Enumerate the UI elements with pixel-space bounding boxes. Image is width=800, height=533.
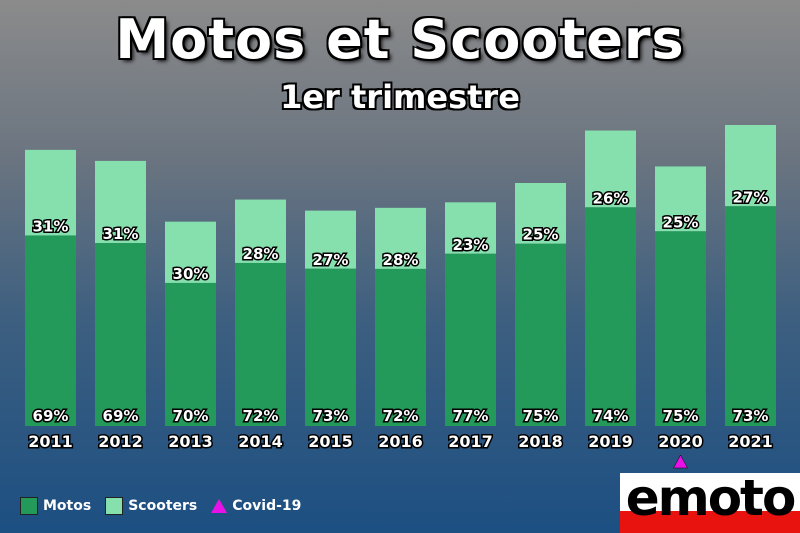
label-motos-2014: 72% bbox=[243, 407, 279, 425]
tick-label-2015: 2015 bbox=[308, 432, 353, 451]
bar-scooters-2017 bbox=[445, 202, 496, 254]
logo-text: emoto bbox=[625, 469, 797, 527]
legend-swatch-motos bbox=[20, 497, 38, 515]
bar-motos-2012 bbox=[95, 243, 146, 426]
bar-motos-2014 bbox=[235, 262, 286, 426]
label-scooters-2019: 26% bbox=[593, 189, 629, 207]
legend-swatch-scooters bbox=[105, 497, 124, 515]
label-motos-2013: 70% bbox=[173, 407, 209, 425]
chart-title: Motos et Scooters bbox=[115, 8, 685, 71]
legend-label-scooters: Scooters bbox=[128, 498, 198, 514]
tick-label-2012: 2012 bbox=[98, 432, 143, 451]
bar-scooters-2011 bbox=[25, 149, 76, 236]
legend-item-motos: Motos bbox=[20, 497, 91, 515]
label-scooters-2014: 28% bbox=[243, 245, 279, 263]
label-scooters-2018: 25% bbox=[523, 226, 559, 244]
bar-motos-2021 bbox=[725, 206, 776, 426]
label-motos-2011: 69% bbox=[33, 407, 69, 425]
bar-motos-2015 bbox=[305, 268, 356, 426]
tick-label-2020: 2020 bbox=[658, 432, 703, 451]
bar-scooters-2021 bbox=[725, 125, 776, 207]
emoto-logo: emoto bbox=[620, 469, 800, 533]
tick-label-2021: 2021 bbox=[728, 432, 773, 451]
label-scooters-2013: 30% bbox=[173, 265, 209, 283]
tick-label-2014: 2014 bbox=[238, 432, 283, 451]
chart-subtitle: 1er trimestre bbox=[280, 78, 520, 116]
bar-motos-2020 bbox=[655, 231, 706, 426]
bar-scooters-2015 bbox=[305, 210, 356, 269]
bar-motos-2018 bbox=[515, 243, 566, 426]
logo-red-band bbox=[620, 511, 800, 533]
label-motos-2020: 75% bbox=[663, 407, 699, 425]
bar-motos-2016 bbox=[375, 268, 426, 426]
tick-label-2018: 2018 bbox=[518, 432, 563, 451]
bar-scooters-2020 bbox=[655, 166, 706, 232]
label-motos-2015: 73% bbox=[313, 407, 349, 425]
covid-marker-2020 bbox=[673, 454, 688, 469]
label-scooters-2020: 25% bbox=[663, 213, 699, 231]
legend: Motos Scooters Covid-19 bbox=[20, 496, 301, 516]
bar-scooters-2016 bbox=[375, 207, 426, 269]
legend-item-covid: Covid-19 bbox=[211, 498, 301, 514]
bar-scooters-2014 bbox=[235, 199, 286, 263]
label-scooters-2011: 31% bbox=[33, 217, 69, 235]
tick-label-2019: 2019 bbox=[588, 432, 633, 451]
label-motos-2018: 75% bbox=[523, 407, 559, 425]
label-motos-2021: 73% bbox=[733, 407, 769, 425]
triangle-icon bbox=[211, 499, 228, 513]
tick-label-2011: 2011 bbox=[28, 432, 73, 451]
label-motos-2019: 74% bbox=[593, 407, 629, 425]
label-scooters-2015: 27% bbox=[313, 251, 349, 269]
bar-motos-2011 bbox=[25, 235, 76, 426]
legend-label-motos: Motos bbox=[43, 498, 92, 514]
label-scooters-2012: 31% bbox=[103, 225, 139, 243]
bar-motos-2013 bbox=[165, 282, 216, 426]
bar-motos-2017 bbox=[445, 253, 496, 426]
tick-label-2013: 2013 bbox=[168, 432, 213, 451]
bar-scooters-2013 bbox=[165, 221, 216, 283]
legend-item-scooters: Scooters bbox=[105, 497, 197, 515]
label-scooters-2016: 28% bbox=[383, 251, 419, 269]
bar-scooters-2019 bbox=[585, 130, 636, 208]
legend-label-covid: Covid-19 bbox=[232, 498, 302, 514]
tick-label-2016: 2016 bbox=[378, 432, 423, 451]
label-scooters-2017: 23% bbox=[453, 236, 489, 254]
bar-scooters-2018 bbox=[515, 182, 566, 244]
tick-label-2017: 2017 bbox=[448, 432, 493, 451]
label-motos-2016: 72% bbox=[383, 407, 419, 425]
bar-scooters-2012 bbox=[95, 160, 146, 244]
label-motos-2017: 77% bbox=[453, 407, 489, 425]
bar-motos-2019 bbox=[585, 207, 636, 426]
label-scooters-2021: 27% bbox=[733, 188, 769, 206]
label-motos-2012: 69% bbox=[103, 407, 139, 425]
